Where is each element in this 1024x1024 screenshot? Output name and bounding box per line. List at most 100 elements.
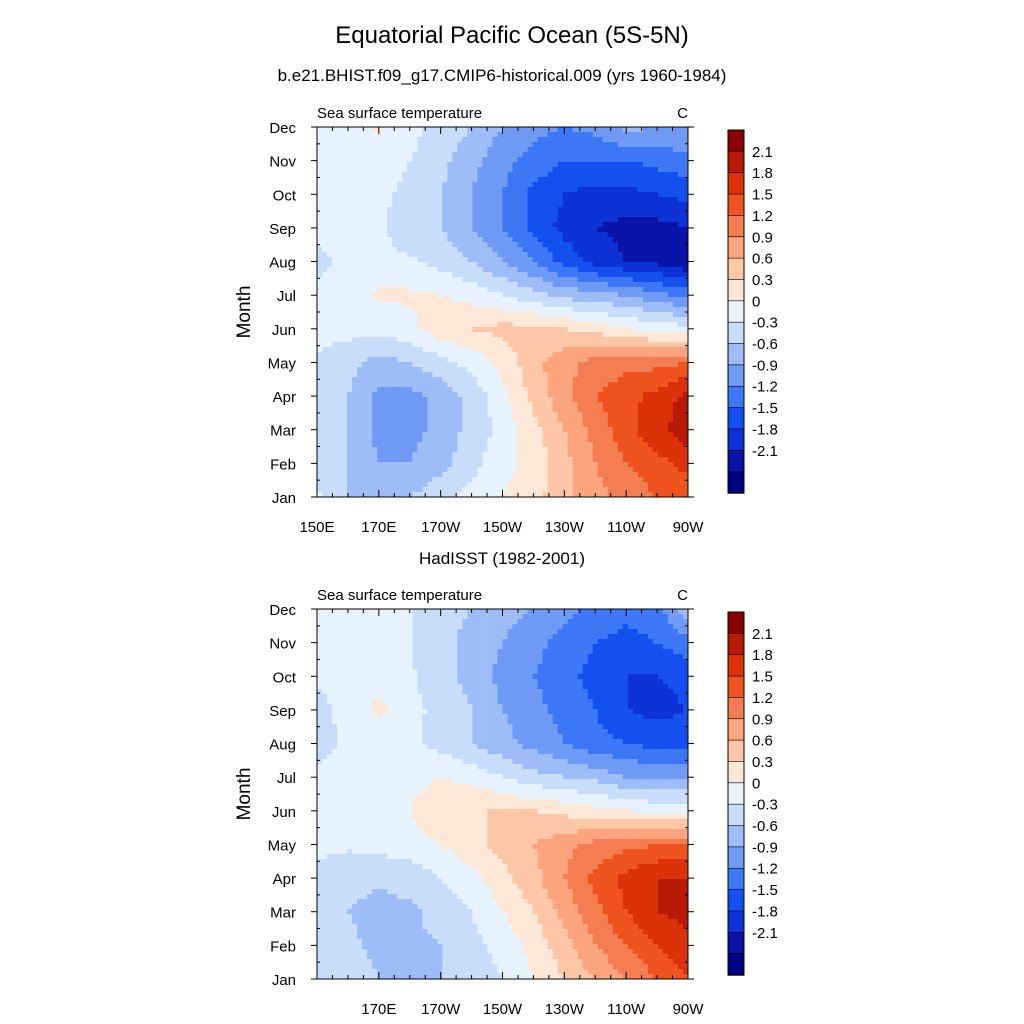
sst-cell bbox=[657, 377, 664, 383]
sst-cell bbox=[462, 397, 468, 403]
sst-cell bbox=[342, 292, 348, 298]
sst-cell bbox=[327, 377, 333, 383]
sst-cell bbox=[527, 397, 534, 403]
sst-cell bbox=[607, 167, 614, 173]
sst-cell bbox=[322, 127, 328, 133]
sst-cell bbox=[392, 397, 398, 403]
sst-cell bbox=[457, 432, 463, 438]
sst-cell bbox=[667, 287, 674, 293]
sst-cell bbox=[342, 307, 348, 313]
sst-cell bbox=[402, 207, 408, 213]
sst-cell bbox=[507, 162, 514, 168]
sst-cell bbox=[482, 192, 489, 198]
sst-cell bbox=[367, 302, 373, 308]
sst-cell bbox=[387, 322, 393, 328]
sst-cell bbox=[477, 307, 484, 313]
sst-cell bbox=[367, 427, 373, 433]
sst-cell bbox=[662, 457, 669, 463]
sst-cell bbox=[337, 392, 343, 398]
sst-cell bbox=[532, 427, 539, 433]
sst-cell bbox=[537, 432, 544, 438]
sst-cell bbox=[587, 297, 594, 303]
sst-cell bbox=[407, 332, 413, 338]
sst-cell bbox=[322, 432, 328, 438]
sst-cell bbox=[472, 442, 479, 448]
sst-cell bbox=[487, 312, 494, 318]
sst-cell bbox=[557, 272, 564, 278]
sst-cell bbox=[632, 252, 639, 258]
sst-cell bbox=[502, 357, 509, 363]
sst-cell bbox=[412, 412, 418, 418]
sst-cell bbox=[682, 127, 688, 133]
sst-cell bbox=[422, 172, 428, 178]
sst-cell bbox=[472, 367, 479, 373]
sst-cell bbox=[602, 387, 609, 393]
sst-cell bbox=[512, 242, 519, 248]
sst-cell bbox=[522, 352, 529, 358]
sst-cell bbox=[607, 397, 614, 403]
sst-cell bbox=[647, 152, 654, 158]
sst-cell bbox=[447, 422, 453, 428]
sst-cell bbox=[637, 272, 644, 278]
sst-cell bbox=[432, 402, 438, 408]
sst-cell bbox=[452, 427, 458, 433]
sst-cell bbox=[317, 277, 323, 283]
sst-cell bbox=[427, 187, 433, 193]
sst-cell bbox=[642, 342, 649, 348]
sst-cell bbox=[507, 362, 514, 368]
sst-cell bbox=[417, 187, 423, 193]
sst-cell bbox=[422, 217, 428, 223]
sst-cell bbox=[442, 127, 448, 133]
sst-cell bbox=[492, 127, 499, 133]
sst-cell bbox=[332, 247, 338, 253]
sst-cell bbox=[482, 162, 489, 168]
sst-cell bbox=[377, 312, 383, 318]
sst-cell bbox=[537, 252, 544, 258]
sst-cell bbox=[502, 312, 509, 318]
sst-cell bbox=[592, 257, 599, 263]
sst-cell bbox=[547, 367, 554, 373]
sst-cell bbox=[412, 292, 418, 298]
sst-cell bbox=[567, 132, 574, 138]
sst-cell bbox=[447, 127, 453, 133]
sst-cell bbox=[652, 212, 659, 218]
sst-cell bbox=[597, 377, 604, 383]
sst-cell bbox=[462, 462, 468, 468]
sst-cell bbox=[607, 147, 614, 153]
sst-cell bbox=[622, 212, 629, 218]
sst-cell bbox=[482, 407, 489, 413]
sst-cell bbox=[332, 342, 338, 348]
sst-cell bbox=[592, 132, 599, 138]
sst-cell bbox=[517, 442, 524, 448]
sst-cell bbox=[547, 282, 554, 288]
sst-cell bbox=[377, 287, 383, 293]
sst-cell bbox=[512, 172, 519, 178]
sst-cell bbox=[487, 127, 494, 133]
sst-cell bbox=[552, 127, 559, 133]
sst-cell bbox=[497, 362, 504, 368]
sst-cell bbox=[372, 422, 378, 428]
sst-cell bbox=[467, 237, 474, 243]
sst-cell bbox=[487, 387, 494, 393]
sst-cell bbox=[597, 252, 604, 258]
sst-cell bbox=[362, 362, 368, 368]
sst-cell bbox=[407, 277, 413, 283]
sst-cell bbox=[452, 307, 458, 313]
sst-cell bbox=[587, 237, 594, 243]
sst-cell bbox=[337, 452, 343, 458]
sst-cell bbox=[422, 402, 428, 408]
sst-cell bbox=[607, 207, 614, 213]
sst-cell bbox=[562, 427, 569, 433]
sst-cell bbox=[537, 177, 544, 183]
sst-cell bbox=[442, 422, 448, 428]
sst-cell bbox=[637, 312, 644, 318]
sst-cell bbox=[662, 142, 669, 148]
sst-cell bbox=[472, 142, 479, 148]
sst-cell bbox=[577, 327, 584, 333]
sst-cell bbox=[582, 302, 589, 308]
sst-cell bbox=[572, 197, 579, 203]
sst-cell bbox=[417, 342, 423, 348]
sst-cell bbox=[532, 432, 539, 438]
sst-cell bbox=[542, 227, 549, 233]
sst-cell bbox=[517, 147, 524, 153]
